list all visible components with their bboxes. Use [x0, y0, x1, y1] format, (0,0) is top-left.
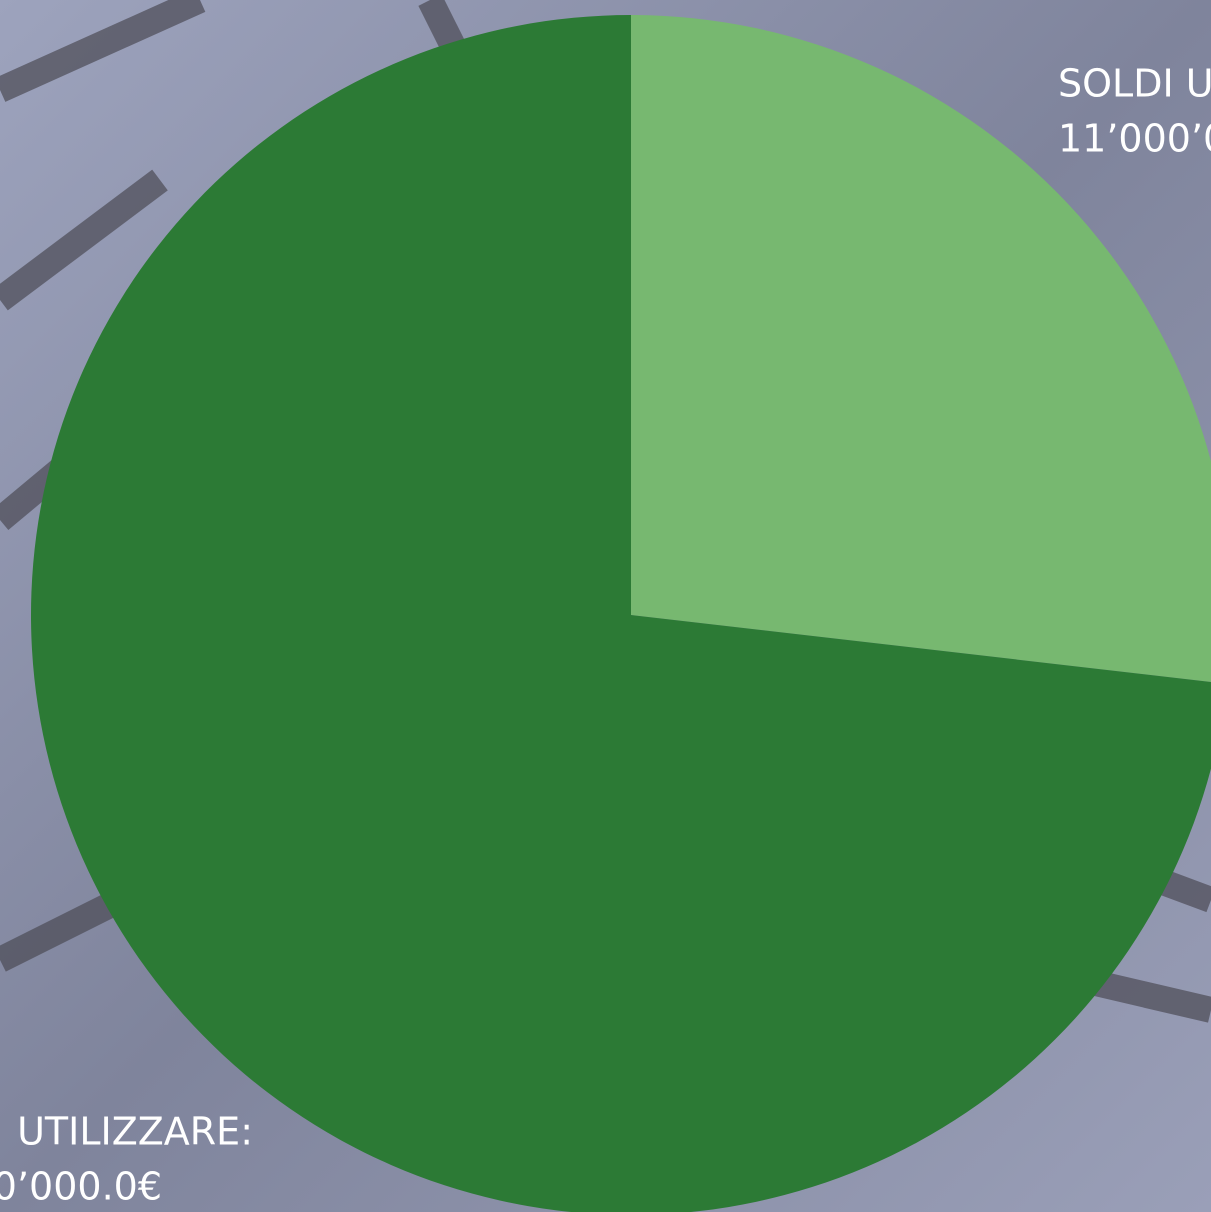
slice-label-name: SOLDI U: [1058, 62, 1211, 106]
pie: [31, 15, 1211, 1212]
chart: SOLDI U 11’000’0 UTILIZZARE: 0’000.0€: [0, 0, 1211, 1212]
slice-label-name: UTILIZZARE:: [17, 1110, 253, 1154]
slice-label-value: 11’000’0: [1058, 117, 1211, 161]
slice-label-value: 0’000.0€: [0, 1165, 162, 1209]
